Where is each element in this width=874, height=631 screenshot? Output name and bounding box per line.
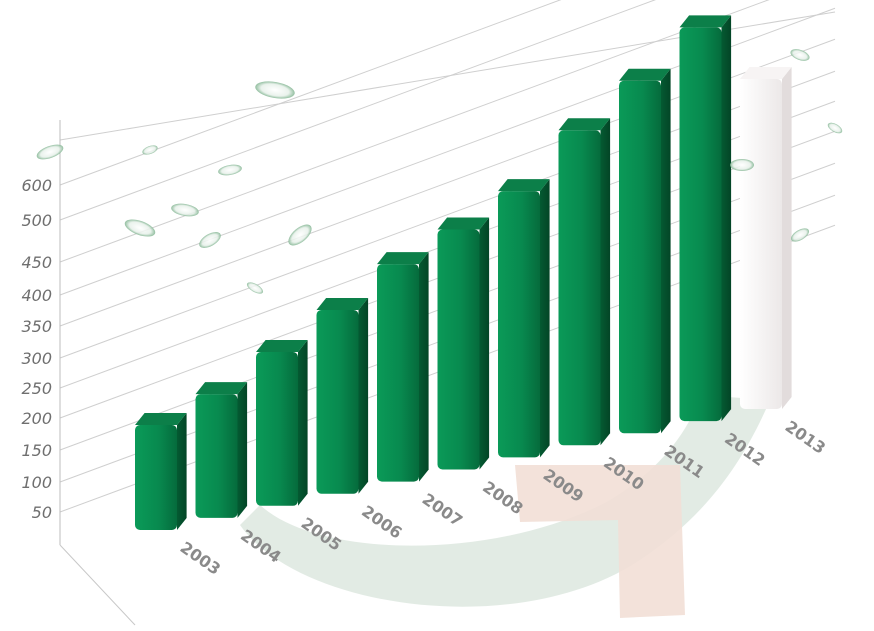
y-tick-label: 100 bbox=[21, 473, 52, 492]
bar-top bbox=[256, 340, 308, 353]
petal-decoration bbox=[255, 81, 295, 99]
petal-decoration bbox=[827, 122, 843, 134]
y-tick-label: 600 bbox=[21, 176, 52, 195]
bar-front bbox=[377, 264, 419, 482]
bar-front bbox=[437, 229, 480, 470]
bar-side bbox=[479, 217, 490, 470]
bar-side bbox=[177, 413, 187, 530]
bars bbox=[135, 15, 792, 530]
y-tick-label: 450 bbox=[21, 253, 52, 272]
bar-top bbox=[679, 15, 732, 28]
y-tick-label: 250 bbox=[21, 379, 52, 398]
axes bbox=[59, 120, 136, 626]
y-tick-label: 400 bbox=[21, 286, 52, 305]
bar-front bbox=[679, 27, 722, 422]
petal-decoration bbox=[790, 49, 810, 61]
y-tick-label: 200 bbox=[21, 409, 52, 428]
bar-front bbox=[256, 352, 298, 506]
petal-decoration bbox=[171, 203, 199, 217]
y-tick-label: 50 bbox=[32, 503, 52, 522]
bar-side bbox=[721, 15, 732, 422]
bar-top bbox=[135, 413, 187, 425]
bar bbox=[619, 68, 671, 434]
bar bbox=[256, 340, 308, 506]
bar-front bbox=[498, 191, 540, 458]
gridline bbox=[59, 0, 562, 186]
bar-side bbox=[237, 382, 248, 518]
y-tick-label: 150 bbox=[21, 441, 52, 460]
bar-front bbox=[195, 394, 238, 518]
petal-decoration bbox=[730, 159, 754, 171]
bar bbox=[498, 179, 550, 458]
bar bbox=[437, 217, 490, 470]
y-tick-label: 350 bbox=[21, 317, 52, 336]
bar-side bbox=[661, 68, 671, 434]
bar bbox=[195, 382, 248, 518]
bar-side bbox=[540, 179, 550, 458]
chart-background bbox=[240, 395, 770, 618]
y-tick-label: 300 bbox=[21, 349, 52, 368]
placeholder-bar bbox=[740, 67, 792, 409]
petal-decoration bbox=[288, 224, 312, 246]
bar-top bbox=[316, 297, 369, 310]
bar-side bbox=[600, 118, 611, 446]
petal-decoration bbox=[124, 219, 156, 237]
bar-front bbox=[316, 309, 359, 494]
bar-side bbox=[419, 252, 429, 482]
bar bbox=[316, 297, 369, 494]
decorations bbox=[36, 49, 843, 294]
petal-decoration bbox=[199, 232, 221, 248]
bar-front bbox=[619, 80, 661, 434]
bar bbox=[558, 118, 611, 446]
petal-decoration bbox=[790, 228, 810, 242]
x-tick-label: 2003 bbox=[177, 538, 224, 579]
petal-decoration bbox=[218, 164, 242, 176]
bar-front bbox=[740, 79, 782, 409]
bar-side bbox=[298, 340, 308, 506]
bar-front bbox=[558, 130, 601, 446]
petal-decoration bbox=[246, 282, 264, 294]
bar-top bbox=[619, 68, 671, 81]
petal-decoration bbox=[142, 145, 158, 155]
bar-top bbox=[437, 217, 490, 230]
bar bbox=[679, 15, 732, 422]
bar-side bbox=[358, 297, 369, 494]
bar bbox=[377, 252, 429, 482]
y-tick-label: 500 bbox=[21, 211, 52, 230]
bar-top bbox=[195, 382, 248, 395]
bar-front bbox=[135, 425, 177, 530]
floor-edge-line bbox=[59, 544, 136, 626]
x-tick-label: 2006 bbox=[358, 501, 405, 542]
x-tick-label: 2007 bbox=[419, 489, 466, 530]
bar-side bbox=[782, 67, 792, 409]
bar-top bbox=[498, 179, 550, 192]
bar-top bbox=[377, 252, 429, 265]
gridline bbox=[59, 0, 657, 221]
x-tick-label: 2013 bbox=[782, 417, 829, 458]
petal-decoration bbox=[36, 144, 64, 160]
bar-top bbox=[558, 118, 611, 131]
bar-top bbox=[740, 67, 792, 79]
arrow-head-shape bbox=[515, 465, 685, 618]
bar bbox=[135, 413, 187, 530]
